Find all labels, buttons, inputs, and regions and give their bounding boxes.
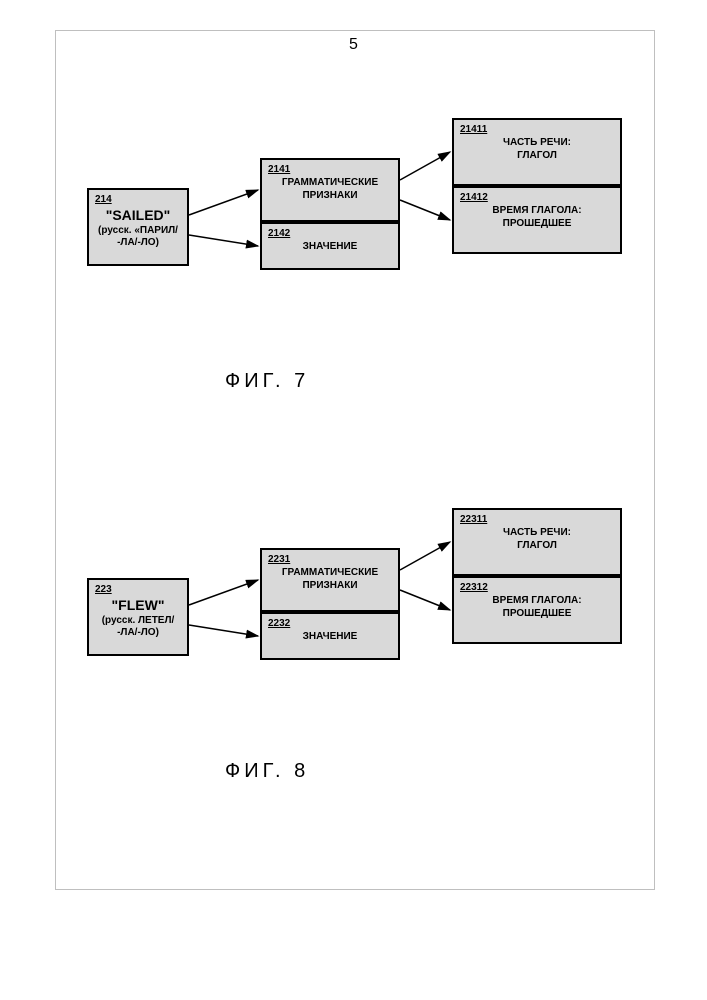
fig8-caption: ФИГ. 8 <box>225 760 309 783</box>
fig8-arrows <box>0 0 707 1000</box>
page: 5 214 "SAILED" (русск. «ПАРИЛ/ -ЛА/-ЛО) … <box>0 0 707 1000</box>
